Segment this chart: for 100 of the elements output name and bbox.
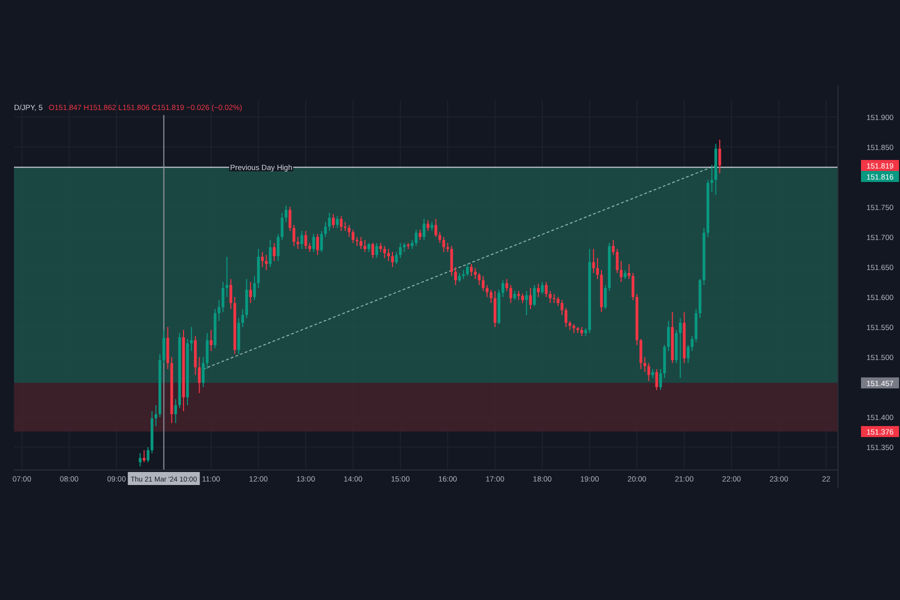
candlestick (387, 248, 390, 262)
candlestick (490, 289, 492, 304)
candlestick (261, 251, 264, 268)
candlestick (312, 233, 316, 252)
candlestick (146, 446, 150, 463)
candlestick (210, 330, 213, 352)
candlestick (410, 239, 414, 250)
candlestick (304, 230, 308, 250)
candlestick (190, 326, 193, 352)
candlestick (422, 218, 426, 240)
candlestick (300, 230, 304, 250)
candlestick (686, 344, 690, 364)
candlestick (647, 362, 650, 382)
candlestick (352, 229, 354, 244)
candlestick (229, 278, 232, 310)
candlestick (655, 368, 658, 391)
candlestick (162, 330, 166, 364)
candlestick (426, 220, 430, 232)
candlestick (486, 284, 488, 298)
candlestick (446, 242, 450, 252)
candlestick (379, 242, 382, 252)
candlestick (632, 272, 634, 301)
candlestick (659, 368, 662, 391)
candlestick (556, 296, 560, 307)
candlestick (544, 281, 548, 298)
candlestick (276, 233, 280, 262)
candlestick (336, 215, 339, 228)
candlestick (628, 263, 630, 280)
candlestick (552, 294, 556, 304)
candlestick (505, 278, 508, 292)
candlestick (616, 248, 619, 274)
candlestick (395, 251, 398, 264)
candlestick (332, 214, 335, 228)
candlestick (154, 404, 158, 427)
candlestick (639, 338, 642, 370)
candlestick (241, 308, 244, 328)
candlestick (398, 242, 402, 258)
candlestick (604, 284, 607, 310)
candlestick (718, 139, 722, 174)
candlestick (525, 290, 528, 316)
candlestick (568, 320, 572, 331)
candlestick (667, 320, 670, 352)
candlestick (371, 242, 374, 258)
candlestick (375, 242, 378, 258)
candlestick (560, 300, 564, 316)
candlestick (517, 290, 520, 301)
candlestick (418, 229, 422, 240)
candlestick (414, 229, 418, 246)
candlestick (292, 224, 296, 246)
candlestick (356, 236, 358, 246)
candlestick (466, 263, 469, 276)
candlestick (264, 254, 268, 270)
candlestick (344, 221, 347, 232)
candlestick (320, 230, 323, 252)
candlestick (474, 268, 477, 280)
candlestick (284, 205, 288, 222)
candlestick (612, 239, 615, 256)
candlestick (360, 236, 362, 250)
candlestick (458, 272, 461, 282)
candlestick (502, 280, 504, 298)
candlestick (564, 307, 568, 328)
candlestick (592, 248, 595, 274)
candlestick (651, 368, 654, 379)
candlestick (364, 239, 366, 252)
candlestick (438, 232, 442, 244)
candlestick (624, 269, 626, 280)
candlestick (272, 242, 276, 262)
candlestick (218, 300, 220, 322)
candlestick (383, 245, 386, 258)
candlestick (430, 221, 434, 232)
candlestick (391, 251, 394, 268)
candlestick (174, 398, 178, 424)
candlestick (690, 336, 694, 352)
candlestick (142, 450, 146, 463)
candlestick (348, 224, 350, 238)
candlestick (596, 257, 599, 280)
candlestick (202, 356, 205, 388)
candlestick (710, 164, 714, 192)
candlestick (288, 206, 292, 232)
candlestick (521, 292, 524, 304)
candlestick (324, 221, 327, 238)
candlestick (470, 263, 473, 276)
candlestick (462, 269, 465, 280)
candlestick (226, 256, 228, 298)
candlestick (268, 239, 272, 268)
candlestick (280, 212, 284, 240)
candlestick (316, 233, 319, 256)
candlestick (533, 284, 536, 307)
candlestick (580, 326, 584, 337)
candlestick (198, 356, 201, 394)
candlestick (643, 356, 646, 373)
candlestick (482, 275, 485, 292)
candlestick (249, 281, 252, 304)
candlestick (450, 245, 454, 276)
candlestick (328, 212, 331, 232)
candlestick (253, 275, 256, 301)
candlestick (367, 242, 370, 252)
candlestick (308, 242, 312, 252)
candlestick (529, 288, 532, 310)
candlestick (222, 281, 224, 313)
